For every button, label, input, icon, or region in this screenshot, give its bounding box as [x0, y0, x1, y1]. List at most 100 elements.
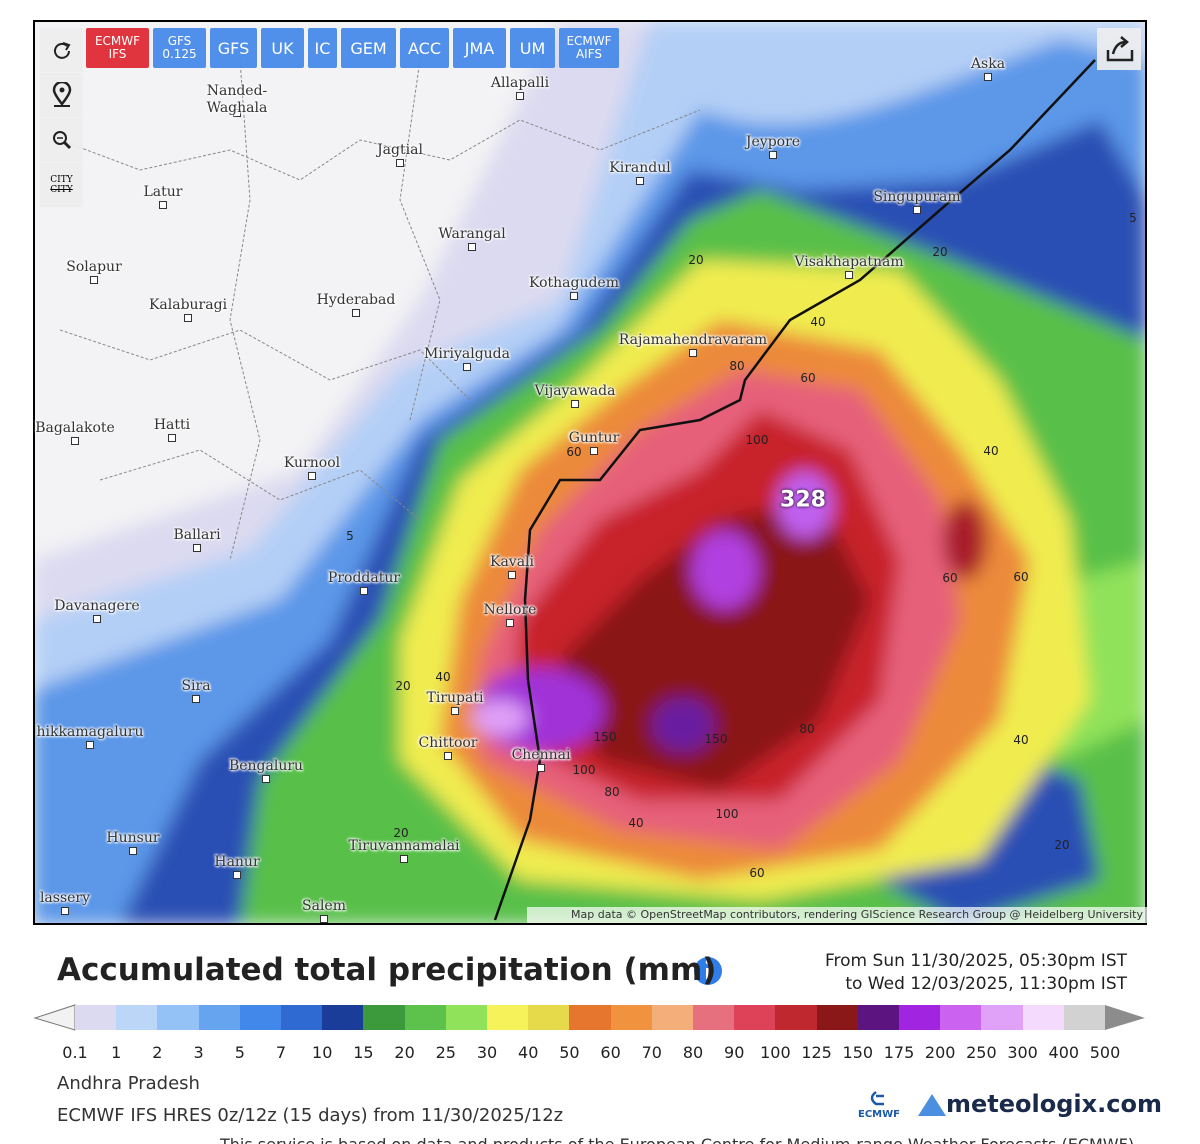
model-button[interactable]: UK: [261, 28, 304, 68]
city-marker: [570, 292, 578, 300]
legend-tick-label: 7: [275, 1043, 287, 1062]
city-marker: [192, 695, 200, 703]
city-toggle[interactable]: CITY CITY: [40, 163, 83, 207]
contour-label: 150: [593, 730, 617, 744]
city-marker: [262, 775, 270, 783]
city-label: Chittoor: [418, 735, 478, 751]
legend-tick-label: 300: [1007, 1043, 1038, 1062]
city-label: Hanur: [214, 854, 260, 870]
contour-label: 5: [1129, 211, 1137, 225]
legend-swatch: [1063, 1005, 1106, 1030]
disclaimer: This service is based on data and produc…: [220, 1135, 1134, 1144]
location-button[interactable]: [40, 73, 83, 117]
legend-period: From Sun 11/30/2025, 05:30pm IST to Wed …: [825, 950, 1127, 996]
city-marker: [90, 276, 98, 284]
legend-tick-label: 90: [724, 1043, 745, 1062]
legend-arrow-low: [33, 1004, 76, 1031]
refresh-button[interactable]: [40, 28, 83, 72]
city-label: Bagalakote: [35, 420, 115, 436]
city-marker: [636, 177, 644, 185]
city-label: lassery: [39, 890, 91, 906]
city-label: Nellore: [483, 602, 537, 618]
brand-icon: [918, 1094, 946, 1116]
city-marker: [571, 400, 579, 408]
model-button[interactable]: UM: [510, 28, 555, 68]
city-marker: [537, 764, 545, 772]
city-label: Jagtial: [377, 142, 423, 158]
legend-swatch: [940, 1005, 982, 1030]
city-label: Warangal: [438, 226, 506, 242]
city-toggle-label-off: CITY: [50, 185, 73, 195]
model-button[interactable]: GEM: [341, 28, 396, 68]
legend-swatch: [899, 1005, 941, 1030]
city-label: Guntur: [568, 430, 620, 446]
model-button[interactable]: GFS 0.125: [153, 28, 206, 68]
contour-label: 20: [395, 679, 411, 693]
city-marker: [516, 92, 524, 100]
contour-label: 60: [942, 571, 958, 585]
city-marker: [396, 159, 404, 167]
city-label: Hunsur: [106, 830, 160, 846]
map-attribution: Map data © OpenStreetMap contributors, r…: [527, 907, 1147, 923]
coastline: [493, 59, 1096, 921]
city-label: Kirandul: [609, 160, 671, 176]
zoom-button[interactable]: [40, 118, 83, 162]
city-label: Kothagudem: [528, 275, 620, 291]
city-label: Sira: [181, 678, 211, 694]
model-button[interactable]: ECMWF AIFS: [559, 28, 619, 68]
legend-tick-label: 25: [435, 1043, 456, 1062]
city-marker: [400, 855, 408, 863]
district-borders: [59, 59, 701, 561]
legend-swatch: [363, 1005, 406, 1030]
contour-label: 100: [715, 807, 739, 821]
city-marker: [444, 752, 452, 760]
city-marker: [308, 472, 316, 480]
contour-label: 40: [983, 444, 999, 458]
brand: meteologix.com: [946, 1090, 1162, 1118]
model-button[interactable]: GFS: [210, 28, 257, 68]
city-label: Salem: [302, 898, 346, 914]
legend-tick-label: 1: [111, 1043, 122, 1062]
city-toggle-label: CITY: [50, 175, 73, 185]
city-marker: [468, 243, 476, 251]
legend-tick-label: 20: [394, 1043, 415, 1062]
legend-tick-label: 100: [760, 1043, 791, 1062]
city-label: Aska: [970, 56, 1006, 72]
period-end: to Wed 12/03/2025, 11:30pm IST: [845, 974, 1127, 994]
city-label: Singupuram: [873, 189, 961, 205]
legend-swatch: [734, 1005, 776, 1030]
city-marker: [689, 349, 697, 357]
legend-tick-label: 2: [152, 1043, 163, 1062]
model-button[interactable]: ECMWF IFS: [86, 28, 149, 68]
city-marker: [451, 707, 459, 715]
legend-swatch: [569, 1005, 612, 1030]
city-label: Bengaluru: [228, 758, 304, 774]
city-marker: [590, 447, 598, 455]
legend-swatch: [610, 1005, 653, 1030]
model-button[interactable]: ACC: [400, 28, 449, 68]
model-button[interactable]: IC: [308, 28, 337, 68]
legend-tick-label: 15: [353, 1043, 374, 1062]
legend-tick-label: 5: [234, 1043, 245, 1062]
city-label: Vijayawada: [534, 383, 616, 399]
city-label: Proddatur: [327, 570, 401, 586]
share-button[interactable]: [1097, 28, 1141, 70]
legend-swatch: [816, 1005, 859, 1030]
peak-label: 328: [780, 487, 826, 513]
legend-tick-label: 0.1: [62, 1043, 88, 1062]
city-label: Kurnool: [283, 455, 341, 471]
legend-swatch: [322, 1005, 364, 1030]
contour-label: 60: [566, 445, 582, 459]
legend-tick-label: 80: [682, 1043, 704, 1062]
model-button[interactable]: JMA: [453, 28, 506, 68]
legend-tick-label: 250: [966, 1043, 997, 1062]
city-marker: [129, 847, 137, 855]
ecmwf-icon: [870, 1091, 884, 1106]
city-marker: [845, 271, 853, 279]
legend-swatch: [693, 1005, 735, 1030]
city-marker: [61, 907, 69, 915]
city-marker: [463, 363, 471, 371]
legend-arrow-high: [1105, 1005, 1145, 1030]
contour-label: 60: [749, 866, 765, 880]
